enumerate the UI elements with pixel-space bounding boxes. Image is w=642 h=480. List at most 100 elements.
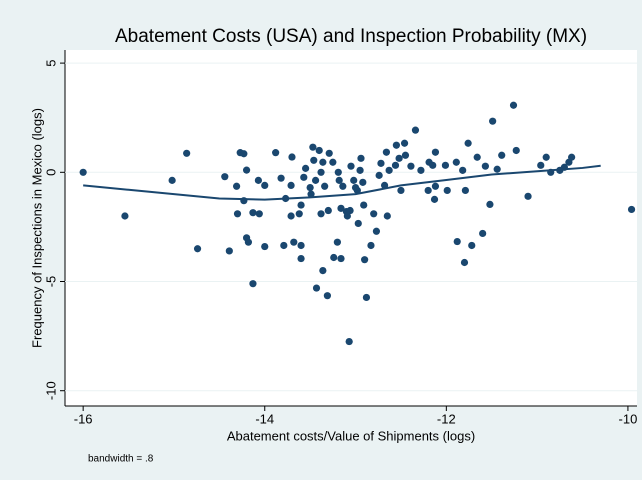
- point: [395, 154, 403, 162]
- point: [346, 206, 354, 215]
- point: [221, 173, 229, 181]
- point: [255, 210, 263, 218]
- point: [360, 201, 368, 209]
- point: [261, 181, 269, 190]
- point: [79, 168, 87, 176]
- point: [452, 158, 460, 166]
- point: [493, 165, 501, 173]
- point: [233, 182, 241, 190]
- point: [512, 146, 520, 155]
- point: [411, 126, 420, 134]
- point: [417, 166, 425, 174]
- point: [627, 205, 636, 214]
- point: [290, 238, 298, 246]
- point: [249, 280, 257, 288]
- point: [325, 149, 333, 157]
- point: [377, 159, 385, 167]
- point: [280, 241, 288, 250]
- point: [302, 164, 310, 172]
- lowess-line: [83, 164, 601, 201]
- point: [324, 206, 332, 215]
- point: [330, 253, 338, 262]
- point: [441, 161, 450, 169]
- point: [468, 241, 476, 250]
- point: [287, 212, 295, 220]
- point: [333, 238, 341, 246]
- point: [385, 166, 393, 174]
- point: [537, 161, 545, 169]
- point: [233, 210, 242, 218]
- y-tick-label: 0: [43, 169, 58, 176]
- point: [431, 182, 440, 190]
- point: [542, 153, 550, 161]
- plot-area: [65, 50, 637, 406]
- y-axis-label: Frequency of Inspections in Mexico (logs…: [29, 108, 44, 348]
- point: [397, 186, 405, 195]
- point: [362, 293, 371, 302]
- point: [481, 162, 489, 170]
- point: [261, 242, 269, 251]
- point: [288, 153, 296, 161]
- point: [335, 176, 343, 184]
- point: [315, 146, 323, 155]
- point: [345, 337, 353, 346]
- point: [489, 117, 497, 125]
- point: [321, 182, 329, 190]
- point: [486, 200, 494, 209]
- point: [382, 148, 391, 156]
- point: [277, 174, 285, 182]
- x-tick-label: -10: [619, 411, 638, 426]
- point: [311, 176, 320, 184]
- point: [453, 237, 461, 246]
- point: [401, 151, 410, 159]
- point: [225, 247, 233, 255]
- point: [312, 284, 321, 292]
- point: [272, 149, 280, 157]
- y-tick-label: 5: [43, 59, 58, 66]
- x-tick-label: -16: [74, 411, 93, 426]
- x-tick-label: -14: [255, 411, 274, 426]
- point: [391, 161, 400, 169]
- y-tick-label: -10: [43, 381, 58, 400]
- point: [309, 143, 317, 151]
- point: [509, 101, 518, 109]
- point: [244, 238, 253, 246]
- point: [392, 141, 400, 149]
- y-tick-label: -5: [43, 276, 58, 288]
- point: [473, 153, 481, 161]
- point: [343, 212, 351, 220]
- point: [317, 210, 325, 218]
- point: [354, 219, 362, 228]
- point: [524, 192, 532, 200]
- point: [297, 241, 305, 250]
- point: [498, 151, 506, 159]
- point: [460, 258, 469, 267]
- point: [479, 229, 487, 238]
- point: [359, 178, 367, 186]
- point: [350, 176, 358, 184]
- point: [168, 176, 176, 184]
- point: [334, 168, 342, 176]
- point: [193, 245, 202, 253]
- point: [424, 186, 432, 195]
- point: [568, 153, 576, 161]
- point: [297, 254, 305, 263]
- point: [347, 162, 355, 170]
- point: [319, 158, 327, 166]
- x-axis-label: Abatement costs/Value of Shipments (logs…: [227, 428, 475, 443]
- point: [242, 166, 251, 174]
- point: [400, 139, 409, 147]
- point: [361, 256, 369, 264]
- point: [430, 195, 439, 203]
- point: [240, 150, 248, 158]
- point: [297, 201, 305, 209]
- point: [372, 227, 381, 235]
- point: [429, 161, 437, 169]
- point: [310, 156, 318, 164]
- point: [370, 210, 378, 218]
- point: [339, 182, 347, 190]
- point: [317, 168, 325, 176]
- point: [356, 166, 364, 174]
